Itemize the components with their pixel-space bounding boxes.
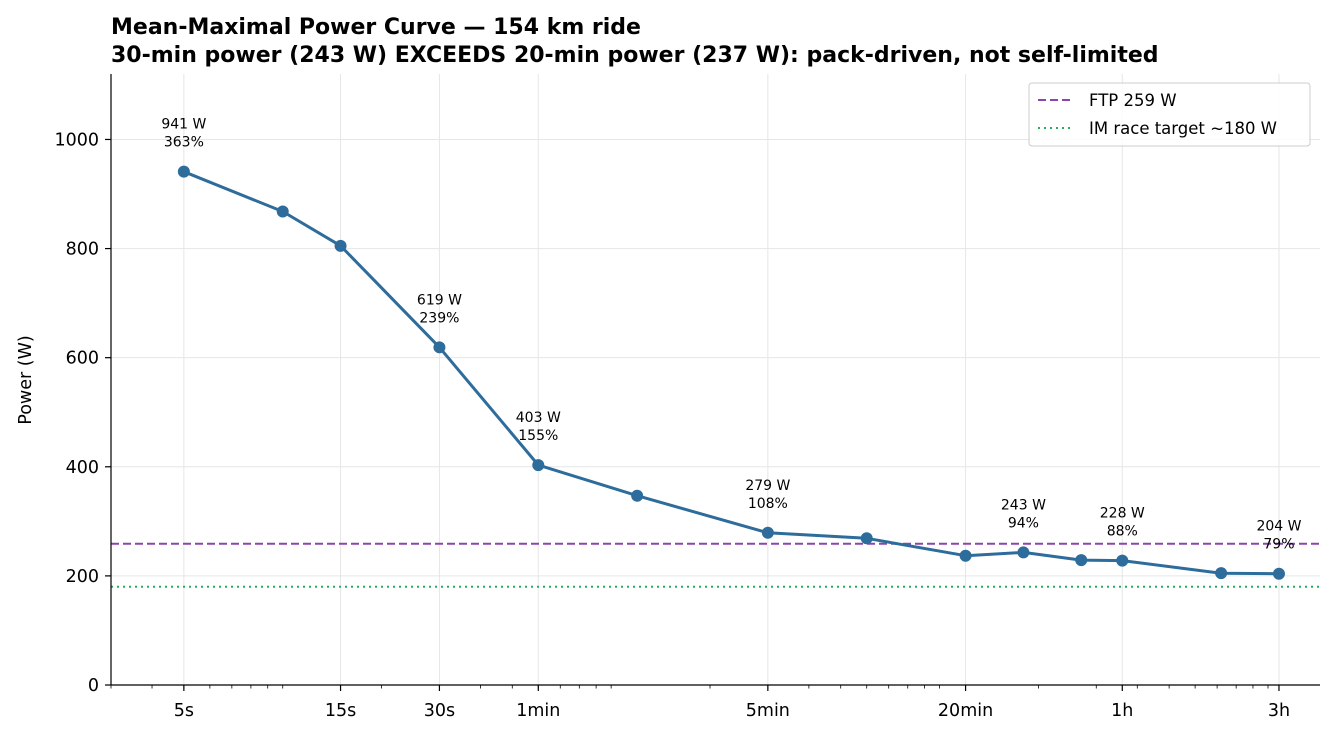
data-point <box>433 341 446 354</box>
y-tick-label: 200 <box>66 567 99 587</box>
y-tick-label: 400 <box>66 458 99 478</box>
data-label-percent: 94% <box>1008 515 1039 531</box>
y-tick-label: 0 <box>88 676 99 696</box>
data-label-power: 279 W <box>745 478 790 494</box>
data-point <box>959 549 972 562</box>
x-tick-label: 1min <box>516 701 560 721</box>
data-point <box>761 526 774 539</box>
data-point <box>276 205 289 218</box>
grid <box>111 74 1320 686</box>
data-point <box>631 489 644 502</box>
data-point <box>1017 546 1030 559</box>
data-point <box>532 459 545 472</box>
legend-label: IM race target ~180 W <box>1089 119 1277 138</box>
x-tick-label: 5s <box>174 701 194 721</box>
data-label-percent: 239% <box>419 310 459 326</box>
series-line <box>183 170 1280 576</box>
data-label-percent: 363% <box>164 135 204 151</box>
data-label-percent: 79% <box>1263 537 1294 553</box>
data-label-power: 204 W <box>1256 519 1301 535</box>
data-point <box>1075 554 1088 567</box>
y-tick-label: 1000 <box>54 130 99 150</box>
x-tick-label: 1h <box>1111 701 1133 721</box>
axes: 0 200 400 600 800 1000 5s 15s 30s 1min 5min 20min 1h… <box>54 74 1320 721</box>
data-point <box>177 165 190 178</box>
chart-title: Mean-Maximal Power Curve — 154 km ride <box>111 15 641 40</box>
data-label-percent: 88% <box>1107 524 1138 540</box>
y-tick-label: 800 <box>66 240 99 260</box>
annotations: 941 W 363% 619 W 239% 403 W 155% 279 W 108% 243 … <box>161 117 1301 553</box>
x-tick-label: 30s <box>424 701 455 721</box>
data-label-power: 619 W <box>417 292 462 308</box>
data-point <box>1272 567 1285 580</box>
data-point <box>1116 554 1129 567</box>
data-point <box>334 239 347 252</box>
data-point <box>860 532 873 545</box>
x-tick-label: 15s <box>325 701 356 721</box>
data-label-power: 228 W <box>1100 506 1145 522</box>
data-label-power: 403 W <box>516 410 561 426</box>
x-tick-label: 3h <box>1268 701 1290 721</box>
legend: FTP 259 W IM race target ~180 W <box>1028 82 1311 147</box>
y-axis-label: Power (W) <box>16 335 36 424</box>
legend-box <box>1028 82 1311 147</box>
reference-lines <box>111 542 1320 588</box>
data-label-percent: 108% <box>748 496 788 512</box>
x-tick-label: 5min <box>746 701 790 721</box>
series-layer <box>177 165 1285 580</box>
x-tick-label: 20min <box>938 701 993 721</box>
data-point <box>1215 567 1228 580</box>
y-tick-label: 600 <box>66 349 99 369</box>
chart-subtitle: 30-min power (243 W) EXCEEDS 20-min powe… <box>111 43 1159 68</box>
legend-label: FTP 259 W <box>1089 91 1177 110</box>
data-label-power: 243 W <box>1001 497 1046 513</box>
data-label-percent: 155% <box>518 428 558 444</box>
data-label-power: 941 W <box>161 117 206 133</box>
